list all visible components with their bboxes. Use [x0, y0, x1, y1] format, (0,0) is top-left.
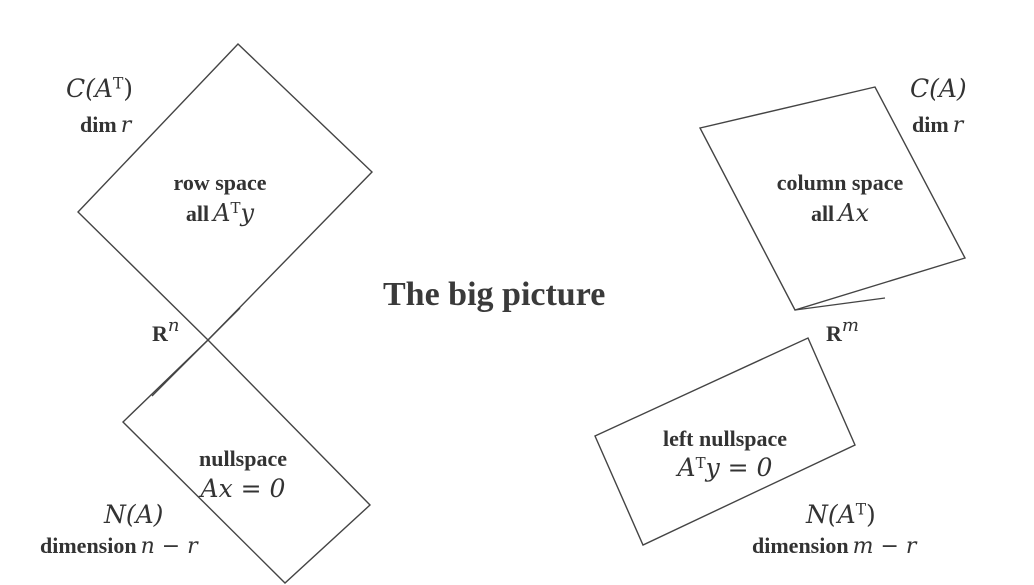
row-space-expression: all ATy: [185, 198, 255, 227]
left-nullspace-label: left nullspace: [662, 426, 788, 451]
nullspace-symbol: N(A): [104, 500, 164, 529]
column-space-expression: all Ax: [810, 199, 870, 227]
left-nullspace-rectangle: [594, 337, 856, 546]
column-space-symbol: C(A): [910, 74, 967, 103]
column-space-rectangle: [698, 86, 967, 311]
row-space-dimension: dim r: [80, 112, 132, 138]
left-nullspace-equation: ATy = 0: [677, 453, 773, 482]
nullspace-square: [121, 339, 372, 584]
column-space-label: column space: [776, 170, 904, 195]
nullspace-dimension: dimension n − r: [40, 533, 198, 559]
column-space-dimension: dim r: [912, 112, 964, 138]
ambient-space-rm: Rm: [826, 315, 859, 346]
left-orthogonal-line: [151, 307, 241, 397]
row-space-label: row space: [173, 170, 267, 195]
right-orthogonal-line: [794, 297, 886, 311]
nullspace-label: nullspace: [198, 446, 288, 471]
left-nullspace-symbol: N(AT): [806, 500, 876, 529]
ambient-space-rn: Rn: [152, 315, 180, 346]
left-nullspace-dimension: dimension m − r: [752, 533, 917, 559]
column-space-of-transpose-symbol: C(AT): [66, 74, 134, 103]
diagram-title: The big picture: [383, 276, 606, 313]
nullspace-equation: Ax = 0: [200, 474, 286, 503]
